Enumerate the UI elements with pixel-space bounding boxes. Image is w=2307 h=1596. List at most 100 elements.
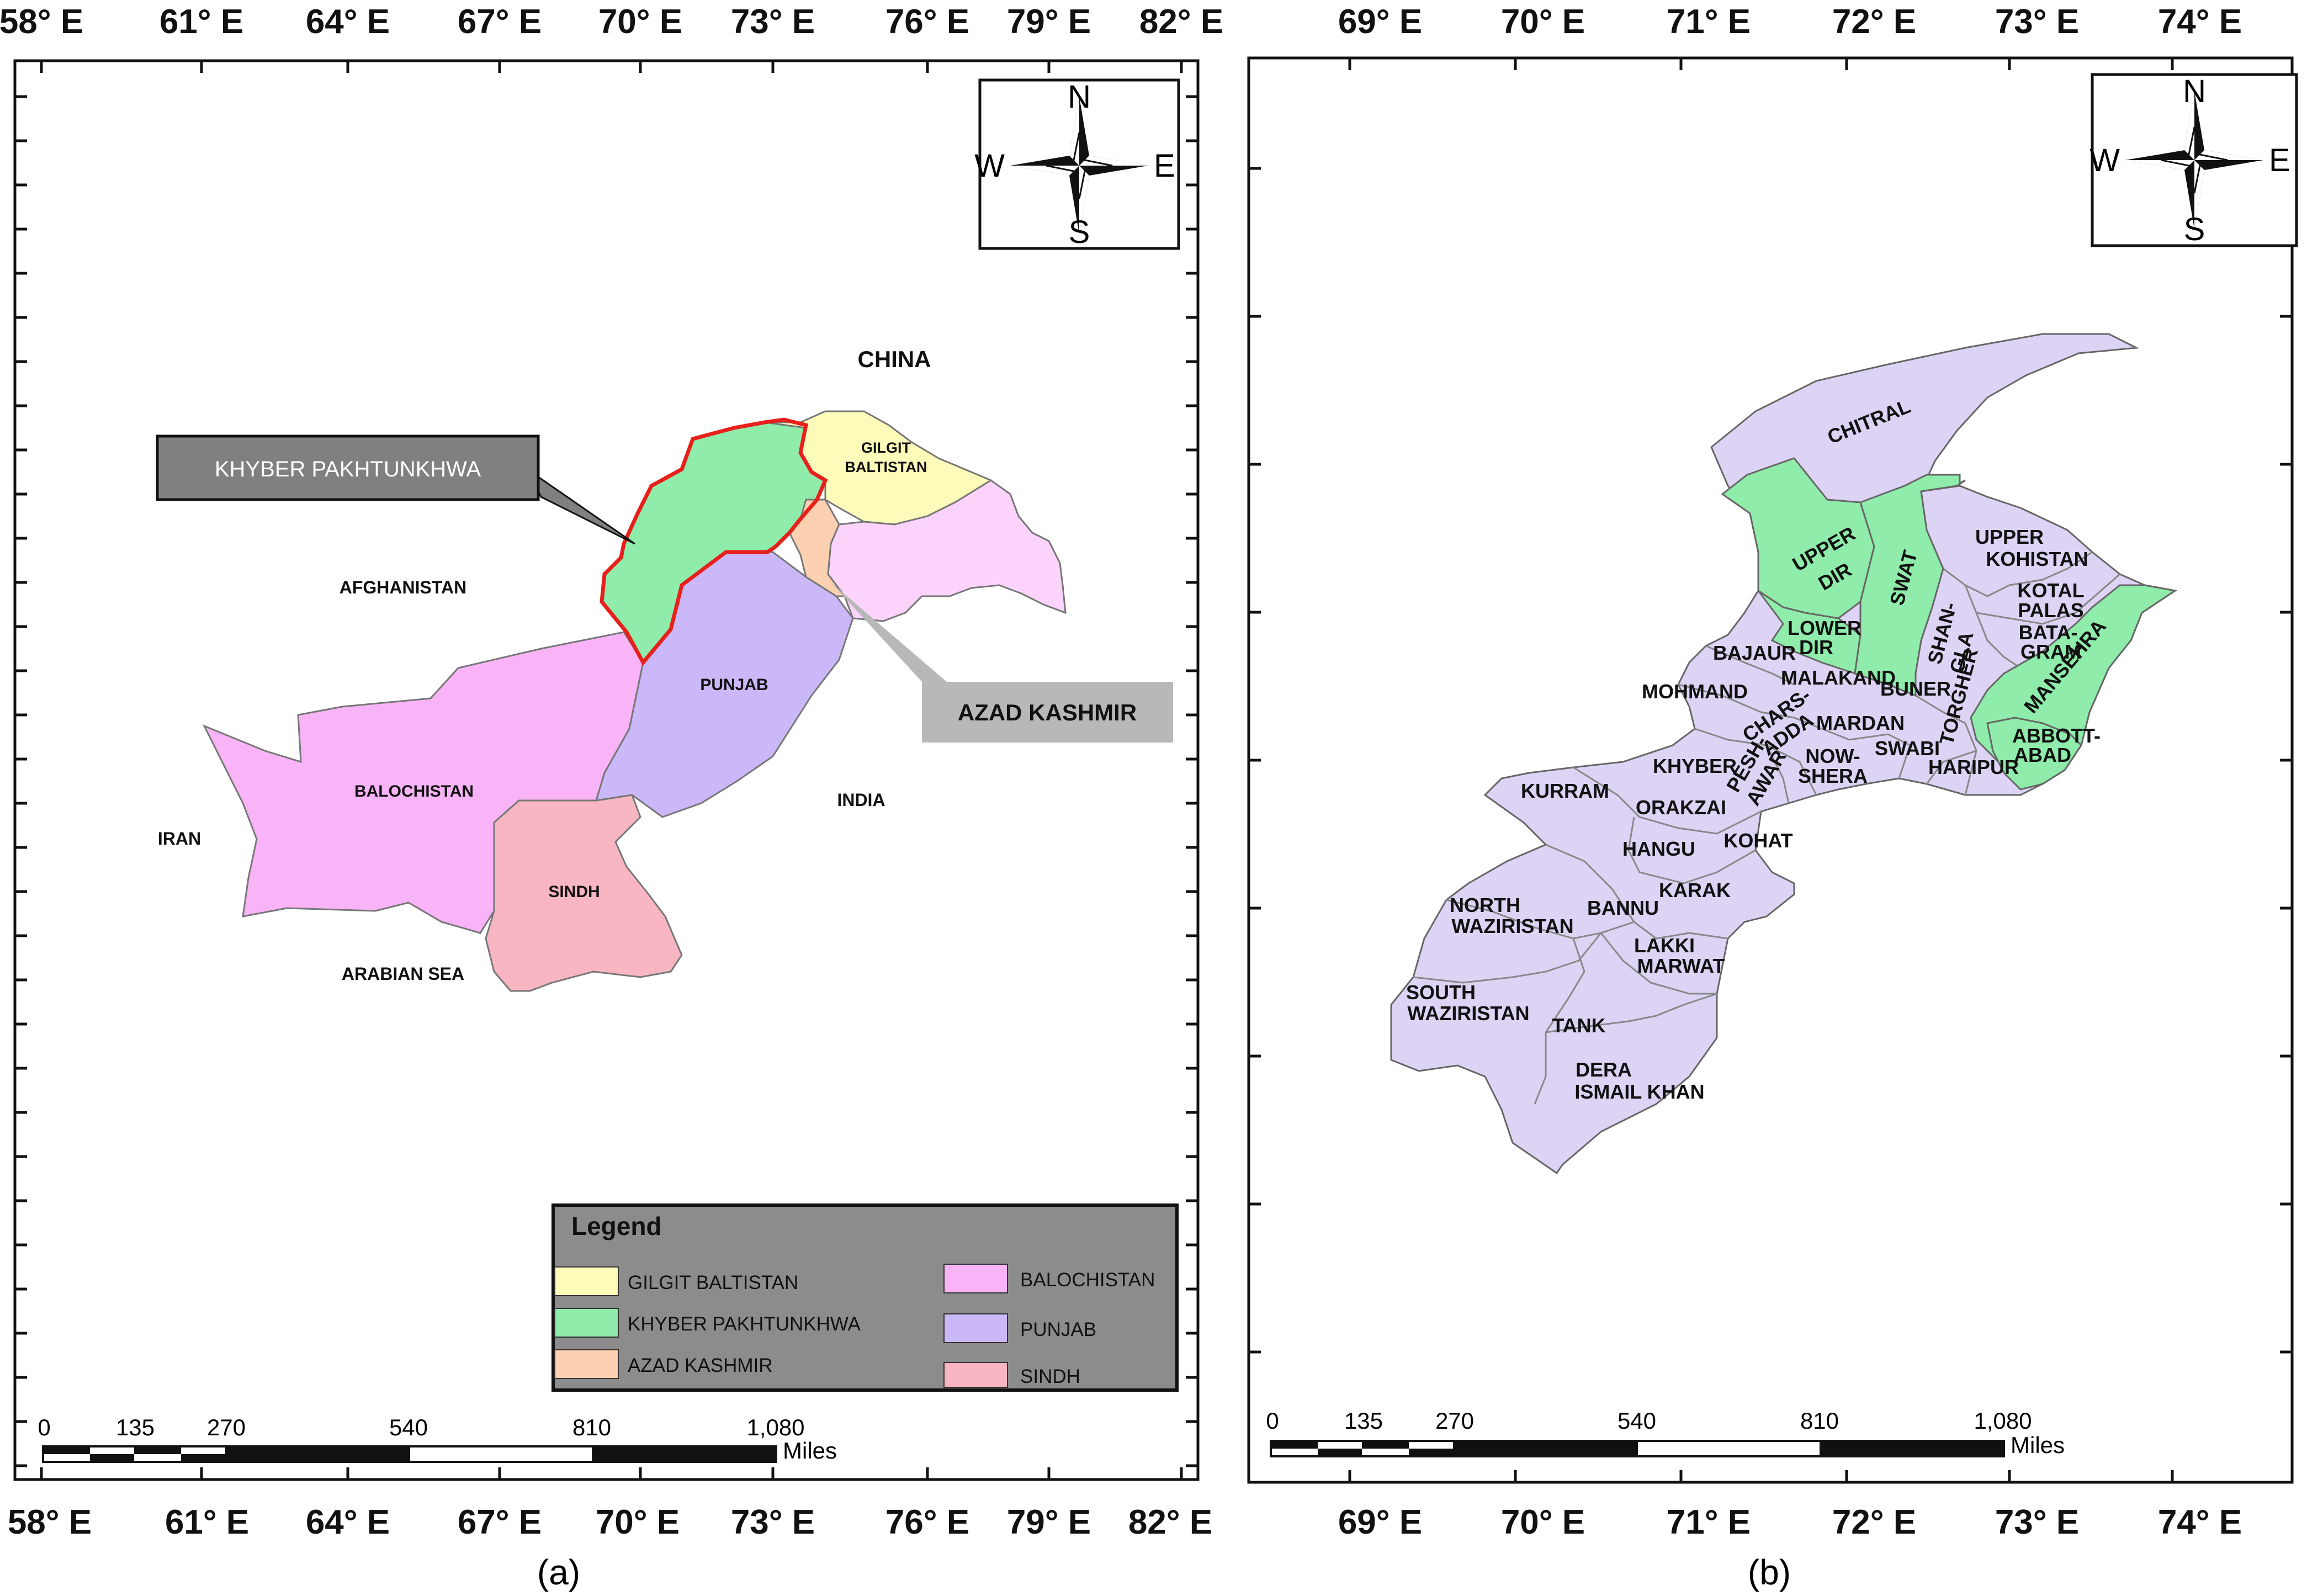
panel-b-frame bbox=[1247, 56, 2294, 1484]
label-malakand: MALAKAND bbox=[1781, 666, 1896, 689]
label-nowshera-1: NOW- bbox=[1805, 745, 1860, 767]
legend-swatch-gilgit bbox=[554, 1266, 619, 1296]
lon-label: 70° E bbox=[598, 3, 682, 41]
lon-label: 70° E bbox=[596, 1503, 680, 1541]
lon-label: 61° E bbox=[165, 1503, 249, 1541]
swat-shape bbox=[1854, 474, 1966, 697]
label-kohat: KOHAT bbox=[1723, 829, 1792, 852]
lon-label: 73° E bbox=[1995, 3, 2079, 41]
compass-e: E bbox=[2269, 142, 2290, 178]
compass-n: N bbox=[2183, 73, 2206, 109]
label-north-waziristan-1: NORTH bbox=[1450, 894, 1520, 916]
lon-label: 73° E bbox=[731, 1503, 815, 1541]
label-arabian-sea: ARABIAN SEA bbox=[342, 964, 464, 984]
scale-tick: 1,080 bbox=[1974, 1408, 2032, 1434]
lon-label: 72° E bbox=[1832, 1503, 1916, 1541]
panel-b: 69° E 70° E 71° E 72° E 73° E 74° E 69° … bbox=[1247, 3, 2298, 1592]
compass-s: S bbox=[1069, 214, 1090, 250]
legend-swatch-sindh bbox=[943, 1362, 1008, 1388]
panel-b-lon-labels-bottom: 69° E 70° E 71° E 72° E 73° E 74° E bbox=[1338, 1503, 2242, 1541]
label-tank: TANK bbox=[1552, 1014, 1605, 1037]
callout-kp: KHYBER PAKHTUNKHWA bbox=[156, 434, 635, 545]
label-buner: BUNER bbox=[1880, 677, 1951, 700]
lon-label: 67° E bbox=[458, 3, 542, 41]
legend-swatch-balochistan bbox=[943, 1264, 1008, 1293]
legend: Legend GILGIT BALTISTAN KHYBER PAKHTUNKH… bbox=[551, 1203, 1179, 1392]
label-lakki-marwat-2: MARWAT bbox=[1637, 955, 1725, 977]
compass-rose: N S E W bbox=[974, 78, 1180, 250]
lon-label: 67° E bbox=[458, 1503, 542, 1541]
compass-rose: N S E W bbox=[2089, 73, 2298, 247]
compass-w: W bbox=[974, 148, 1005, 184]
label-balochistan: BALOCHISTAN bbox=[354, 782, 474, 800]
lon-label: 76° E bbox=[885, 1503, 969, 1541]
label-mohmand: MOHMAND bbox=[1642, 680, 1748, 703]
legend-title: Legend bbox=[571, 1212, 662, 1240]
callout-ajk-text: AZAD KASHMIR bbox=[958, 699, 1137, 725]
lon-label: 64° E bbox=[306, 1503, 390, 1541]
label-lower-dir-1: LOWER bbox=[1788, 617, 1861, 639]
scale-bar-a: 0 135 270 540 810 1,080 Miles bbox=[38, 1414, 837, 1464]
callout-kp-leader bbox=[526, 468, 635, 545]
label-orakzai: ORAKZAI bbox=[1636, 796, 1726, 819]
callout-kp-text: KHYBER PAKHTUNKHWA bbox=[215, 457, 481, 481]
lon-label: 58° E bbox=[0, 3, 83, 41]
label-kurram: KURRAM bbox=[1521, 780, 1609, 802]
scale-unit: Miles bbox=[2011, 1432, 2065, 1458]
label-batagram-1: BATA- bbox=[2019, 621, 2078, 644]
label-bajaur: BAJAUR bbox=[1713, 641, 1796, 664]
lon-label: 82° E bbox=[1139, 3, 1223, 41]
scale-unit: Miles bbox=[783, 1438, 837, 1464]
label-china: CHINA bbox=[858, 346, 931, 372]
lon-label: 82° E bbox=[1128, 1503, 1212, 1541]
lon-label: 64° E bbox=[306, 3, 390, 41]
label-abbottabad-2: ABAD bbox=[2014, 744, 2071, 766]
scale-bar-b: 0 135 270 540 810 1,080 Miles bbox=[1266, 1408, 2065, 1458]
lon-label: 74° E bbox=[2158, 1503, 2242, 1541]
caption-b: (b) bbox=[1748, 1552, 1791, 1592]
label-khyber: KHYBER bbox=[1653, 755, 1737, 777]
lon-label: 72° E bbox=[1832, 3, 1916, 41]
panel-b-lon-labels-top: 69° E 70° E 71° E 72° E 73° E 74° E bbox=[1338, 3, 2242, 41]
label-lakki-marwat-1: LAKKI bbox=[1634, 934, 1695, 957]
panel-a-tick-marks bbox=[15, 61, 1198, 1480]
sindh-shape bbox=[485, 794, 683, 992]
panel-a-frame bbox=[13, 59, 1200, 1481]
label-gilgit: GILGIT bbox=[861, 439, 911, 456]
label-karak: KARAK bbox=[1659, 879, 1731, 902]
scale-tick: 270 bbox=[207, 1414, 246, 1440]
lon-label: 79° E bbox=[1007, 3, 1091, 41]
lon-label: 69° E bbox=[1338, 1503, 1422, 1541]
scale-tick: 810 bbox=[572, 1414, 611, 1440]
scale-tick: 0 bbox=[1266, 1408, 1279, 1434]
label-haripur: HARIPUR bbox=[1928, 756, 2019, 778]
label-punjab: PUNJAB bbox=[700, 676, 768, 694]
compass-e: E bbox=[1154, 148, 1175, 184]
district-shapes bbox=[1390, 333, 2177, 1175]
province-shapes bbox=[202, 410, 1067, 992]
lon-label: 73° E bbox=[731, 3, 815, 41]
compass-w: W bbox=[2089, 142, 2120, 178]
lon-label: 70° E bbox=[1501, 3, 1585, 41]
label-hangu: HANGU bbox=[1622, 837, 1695, 860]
callout-ajk-leader bbox=[831, 582, 947, 682]
label-south-waziristan-1: SOUTH bbox=[1406, 981, 1476, 1004]
label-swabi: SWABI bbox=[1875, 737, 1940, 760]
lon-label: 71° E bbox=[1667, 3, 1751, 41]
lon-label: 79° E bbox=[1007, 1503, 1091, 1541]
label-kotal-palas-2: PALAS bbox=[2018, 599, 2083, 622]
kp-boundary bbox=[600, 417, 828, 666]
lon-label: 69° E bbox=[1338, 3, 1422, 41]
scale-tick: 135 bbox=[116, 1414, 155, 1440]
legend-swatch-kp bbox=[554, 1308, 619, 1338]
legend-label-ajk: AZAD KASHMIR bbox=[628, 1355, 773, 1376]
label-baltistan: BALTISTAN bbox=[845, 459, 927, 475]
label-upper-kohistan-1: UPPER bbox=[1975, 526, 2044, 548]
scale-tick: 1,080 bbox=[746, 1414, 804, 1440]
lon-label: 71° E bbox=[1667, 1503, 1751, 1541]
lon-label: 76° E bbox=[885, 3, 969, 41]
label-india: INDIA bbox=[837, 790, 885, 810]
scale-tick: 270 bbox=[1435, 1408, 1474, 1434]
lon-label: 73° E bbox=[1995, 1503, 2079, 1541]
